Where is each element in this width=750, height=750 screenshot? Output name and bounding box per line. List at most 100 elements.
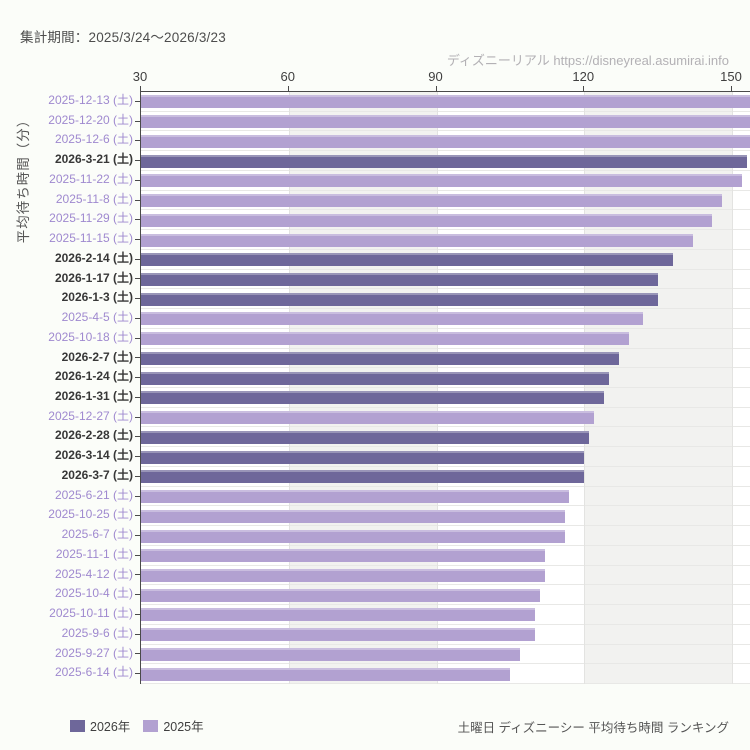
category-label: 2025-12-13 (土) — [48, 93, 133, 107]
wait-time-bar[interactable] — [141, 233, 693, 247]
wait-time-bar[interactable] — [141, 134, 750, 148]
legend-item-2025[interactable]: 2025年 — [143, 716, 204, 735]
y-tick-mark — [135, 120, 140, 122]
legend-item-2026[interactable]: 2026年 — [70, 716, 130, 735]
y-tick-mark — [135, 140, 140, 142]
y-tick-mark — [135, 179, 140, 181]
category-label: 2025-9-27 (土) — [54, 645, 133, 660]
x-tick-mark — [140, 86, 141, 92]
category-label: 2025-6-21 (土) — [54, 487, 133, 502]
y-tick-mark — [135, 475, 140, 477]
row-gridline — [141, 485, 750, 487]
x-gridline — [288, 92, 290, 684]
category-label: 2026-2-7 (土) — [61, 349, 133, 364]
legend-swatch-2026 — [70, 719, 85, 732]
wait-time-bar[interactable] — [141, 667, 511, 681]
wait-time-bar[interactable] — [141, 253, 673, 267]
y-tick-mark — [135, 100, 140, 102]
row-gridline — [141, 308, 750, 310]
wait-time-bar[interactable] — [141, 194, 723, 208]
wait-time-bar[interactable] — [141, 95, 750, 109]
wait-time-bar[interactable] — [141, 568, 545, 582]
y-tick-mark — [135, 298, 140, 300]
y-tick-mark — [135, 574, 140, 576]
period-title: 集計期間：2025/3/24～2026/3/23 — [20, 30, 226, 45]
y-tick-mark — [135, 278, 140, 280]
row-gridline — [141, 169, 750, 171]
category-label: 2025-11-29 (土) — [49, 211, 133, 226]
row-gridline — [141, 248, 750, 250]
wait-time-bar[interactable] — [141, 292, 659, 306]
category-label: 2025-4-12 (土) — [54, 566, 133, 581]
wait-time-bar[interactable] — [141, 608, 535, 622]
row-gridline — [141, 189, 750, 191]
wait-time-bar[interactable] — [141, 312, 644, 326]
y-tick-mark — [135, 535, 140, 536]
shaded-band — [584, 92, 732, 684]
x-tick-mark — [583, 86, 585, 92]
wait-time-bar[interactable] — [141, 509, 565, 523]
y-tick-mark — [135, 357, 140, 359]
category-label: 2025-12-20 (土) — [48, 112, 133, 127]
row-gridline — [141, 130, 750, 132]
wait-time-bar[interactable] — [141, 391, 604, 405]
wait-time-bar[interactable] — [141, 549, 545, 563]
row-gridline — [141, 426, 750, 428]
category-label: 2025-11-8 (土) — [55, 191, 133, 206]
shaded-band — [288, 92, 437, 684]
x-tick-mark — [287, 86, 289, 92]
wait-time-bar[interactable] — [141, 470, 585, 484]
y-tick-mark — [135, 554, 140, 556]
wait-time-bar[interactable] — [141, 490, 570, 504]
category-label: 2026-1-31 (土) — [54, 389, 133, 403]
wait-time-bar[interactable] — [141, 154, 747, 168]
y-tick-mark — [135, 594, 140, 596]
wait-time-bar[interactable] — [141, 115, 750, 129]
category-label: 2025-6-14 (土) — [54, 665, 133, 680]
row-gridline — [141, 327, 750, 329]
y-tick-mark — [135, 515, 140, 517]
wait-time-bar[interactable] — [141, 430, 590, 444]
y-tick-mark — [135, 613, 140, 615]
y-tick-mark — [135, 199, 140, 201]
row-gridline — [141, 663, 750, 665]
x-gridline — [732, 92, 733, 684]
wait-time-bar[interactable] — [141, 529, 565, 543]
wait-time-bar[interactable] — [141, 450, 585, 464]
row-gridline — [141, 387, 750, 388]
legend-label-2025: 2025年 — [163, 720, 204, 734]
y-tick-mark — [135, 436, 140, 438]
wait-time-bar[interactable] — [141, 351, 619, 365]
wait-time-bar[interactable] — [141, 647, 521, 661]
wait-time-bar[interactable] — [141, 332, 629, 346]
y-tick-mark — [135, 456, 140, 458]
wait-time-bar[interactable] — [141, 272, 659, 286]
row-gridline — [141, 465, 750, 467]
x-tick-label: 30 — [132, 69, 148, 84]
category-label: 2026-1-3 (土) — [61, 290, 133, 305]
row-gridline — [141, 683, 750, 684]
x-tick-label: 90 — [428, 69, 443, 84]
row-gridline — [141, 505, 750, 507]
y-tick-mark — [135, 377, 140, 379]
wait-time-bar[interactable] — [141, 371, 609, 385]
category-label: 2025-11-15 (土) — [49, 231, 133, 246]
x-tick-label: 150 — [720, 69, 742, 84]
y-tick-mark — [135, 396, 140, 398]
category-label: 2025-11-1 (土) — [55, 546, 133, 561]
wait-time-bar[interactable] — [141, 411, 595, 425]
legend-swatch-2025 — [143, 719, 159, 732]
category-label: 2025-10-18 (土) — [48, 329, 133, 344]
wait-time-bar[interactable] — [141, 588, 540, 602]
x-tick-mark — [731, 86, 732, 92]
wait-time-bar[interactable] — [141, 213, 713, 227]
wait-time-bar[interactable] — [141, 174, 742, 188]
row-gridline — [141, 268, 750, 270]
x-tick-label: 120 — [572, 69, 595, 84]
category-label: 2026-3-14 (土) — [54, 448, 133, 463]
row-gridline — [141, 406, 750, 408]
wait-time-bar[interactable] — [141, 628, 535, 642]
y-tick-mark — [135, 219, 140, 221]
legend-label-2026: 2026年 — [90, 720, 131, 734]
x-tick-label: 60 — [280, 69, 295, 84]
